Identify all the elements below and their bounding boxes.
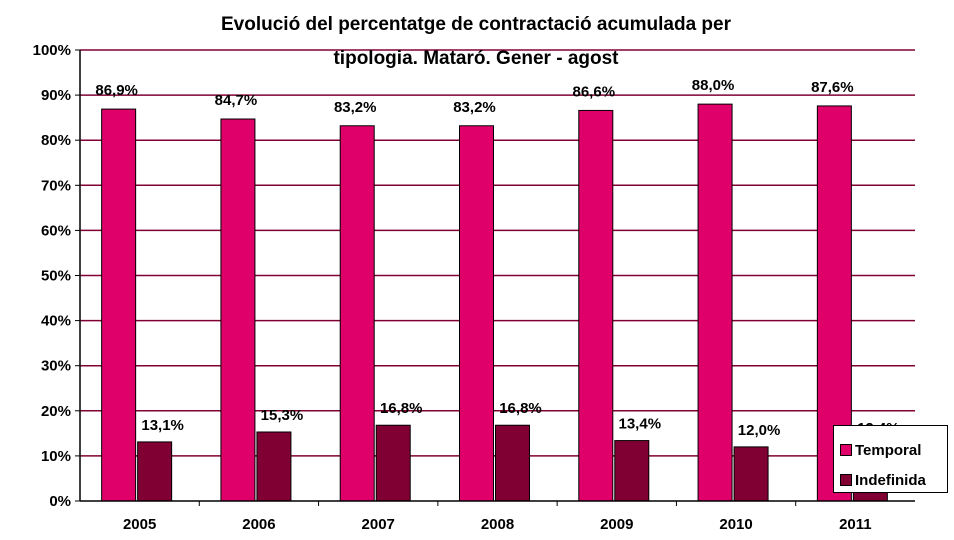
data-label-temporal-2010: 88,0% <box>692 77 735 94</box>
y-tick-label: 30% <box>41 358 71 375</box>
y-tick-label: 40% <box>41 313 71 330</box>
x-tick-label: 2005 <box>123 516 156 533</box>
data-label-temporal-2005: 86,9% <box>95 82 138 99</box>
data-label-indefinida-2010: 12,0% <box>738 422 781 439</box>
legend-label-temporal: Temporal <box>855 442 922 459</box>
y-tick-labels: 0% 10% 20% 30% 40% 50% 60% 70% 80% 90% 100% <box>33 42 71 510</box>
y-tick-label: 50% <box>41 268 71 285</box>
bar-indefinida-2010 <box>733 446 769 502</box>
y-tick-label: 0% <box>49 493 71 510</box>
data-label-temporal-2011: 87,6% <box>811 79 854 96</box>
chart-title-line-1: Evolució del percentatge de contractació… <box>221 14 732 35</box>
x-tick-label: 2011 <box>839 516 872 533</box>
bar-indefinida-2005 <box>137 441 173 502</box>
bar-indefinida-2008 <box>495 424 530 502</box>
x-tick-label: 2006 <box>242 516 275 533</box>
y-tick-label: 70% <box>41 177 71 194</box>
y-tick-label: 10% <box>41 448 71 465</box>
bars <box>101 103 888 502</box>
gridlines <box>75 49 915 506</box>
y-tick-label: 80% <box>41 132 71 149</box>
data-label-indefinida-2009: 13,4% <box>619 416 662 433</box>
legend-item-temporal: Temporal <box>840 442 921 460</box>
y-tick-label: 60% <box>41 222 71 239</box>
x-tick-label: 2009 <box>600 516 633 533</box>
legend-item-indefinida: Indefinida <box>840 472 926 490</box>
bar-indefinida-2007 <box>375 424 411 502</box>
chart-title-line-2: tipologia. Mataró. Gener - agost <box>333 48 619 69</box>
bar-temporal-2008 <box>459 125 494 502</box>
data-label-indefinida-2006: 15,3% <box>261 407 304 424</box>
bar-temporal-2007 <box>339 125 375 502</box>
bar-temporal-2009 <box>578 109 614 502</box>
x-tick-label: 2010 <box>719 516 752 533</box>
axes <box>79 50 915 502</box>
data-label-indefinida-2005: 13,1% <box>141 417 184 434</box>
legend-swatch-temporal <box>840 444 852 456</box>
data-label-temporal-2009: 86,6% <box>573 83 616 100</box>
bar-temporal-2006 <box>220 118 256 502</box>
data-label-temporal-2008: 83,2% <box>453 99 496 116</box>
bar-indefinida-2009 <box>614 440 650 502</box>
data-label-temporal-2007: 83,2% <box>334 99 377 116</box>
legend-label-indefinida: Indefinida <box>855 472 926 489</box>
data-label-indefinida-2008: 16,8% <box>499 400 542 417</box>
y-tick-label: 100% <box>33 42 71 59</box>
x-tick-labels: 2005 2006 2007 2008 2009 2010 2011 <box>123 516 872 533</box>
bar-indefinida-2006 <box>256 431 292 502</box>
y-tick-label: 20% <box>41 403 71 420</box>
data-label-temporal-2006: 84,7% <box>215 92 258 109</box>
data-label-indefinida-2007: 16,8% <box>380 400 423 417</box>
y-tick-label: 90% <box>41 87 71 104</box>
bar-temporal-2005 <box>101 108 137 502</box>
data-labels: 86,9% 13,1% 84,7% 15,3% 83,2% 16,8% 83,2% 16,8%… <box>95 77 899 439</box>
bar-temporal-2010 <box>697 103 733 502</box>
x-tick-label: 2007 <box>362 516 395 533</box>
legend-swatch-indefinida <box>840 474 852 486</box>
x-tick-label: 2008 <box>481 516 514 533</box>
legend: Temporal Indefinida <box>833 425 948 493</box>
